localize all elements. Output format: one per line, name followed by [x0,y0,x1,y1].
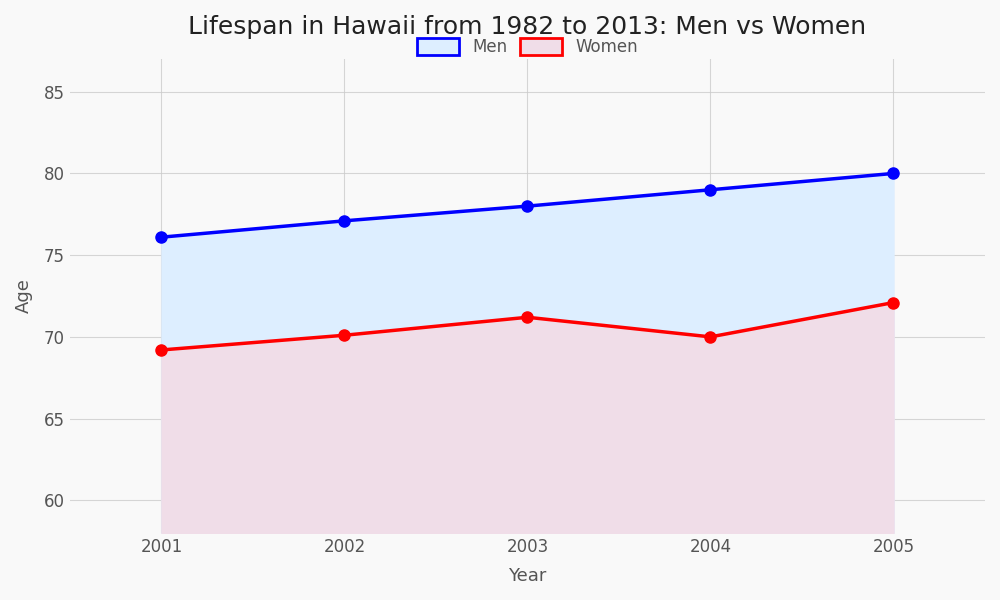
Women [521,314,533,321]
Men [887,170,899,177]
Y-axis label: Age: Age [15,278,33,313]
X-axis label: Year: Year [508,567,547,585]
Women [704,333,716,340]
Women [887,299,899,306]
Men [338,217,350,224]
Women [338,332,350,339]
Line: Men: Men [156,168,899,243]
Men [521,203,533,210]
Legend: Men, Women: Men, Women [409,29,646,64]
Title: Lifespan in Hawaii from 1982 to 2013: Men vs Women: Lifespan in Hawaii from 1982 to 2013: Me… [188,15,867,39]
Women [155,346,167,353]
Men [155,233,167,241]
Line: Women: Women [156,297,899,356]
Men [704,186,716,193]
